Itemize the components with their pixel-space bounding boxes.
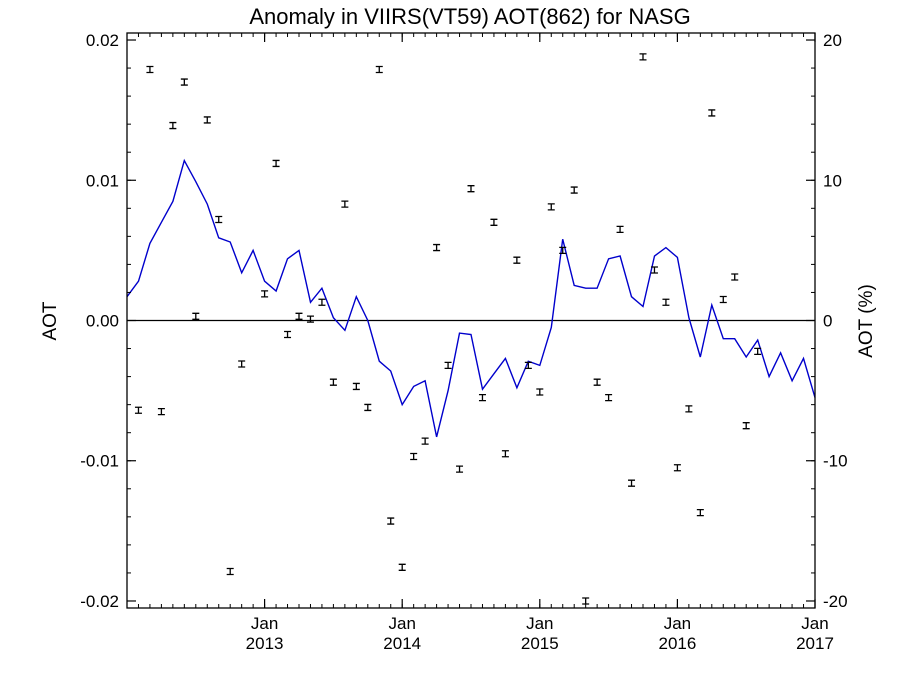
x-tick-label-month: Jan — [251, 614, 278, 633]
data-point — [616, 225, 624, 233]
x-tick-label-month: Jan — [526, 614, 553, 633]
data-point — [467, 185, 475, 193]
y-axis-label: AOT — [40, 301, 61, 340]
data-point — [478, 393, 486, 402]
data-point — [639, 53, 647, 61]
data-point — [524, 361, 532, 370]
plot-area: 0.020.010.00-0.01-0.0220100-10-20Jan2013… — [80, 31, 847, 653]
data-point — [295, 312, 303, 320]
data-point — [731, 273, 739, 281]
series-line — [126, 158, 816, 438]
x-tick-label-month: Jan — [664, 614, 691, 633]
data-point — [215, 215, 223, 224]
y-axis-label-right: AOT (%) — [856, 284, 877, 358]
data-point — [662, 298, 670, 306]
y-tick-label: 0.00 — [86, 312, 119, 331]
data-point — [456, 465, 464, 473]
data-point — [238, 360, 246, 368]
y-right-tick-label: -20 — [823, 592, 848, 611]
y-right-tick-label: 10 — [823, 171, 842, 190]
x-tick-label-year: 2016 — [658, 634, 696, 653]
y-tick-label: 0.01 — [86, 171, 119, 190]
data-point — [192, 312, 200, 320]
data-point — [570, 186, 578, 194]
y-right-tick-label: 20 — [823, 31, 842, 50]
x-tick-label-year: 2013 — [246, 634, 284, 653]
x-tick-label-year: 2015 — [521, 634, 559, 653]
data-point — [513, 256, 521, 264]
data-point — [261, 290, 269, 298]
data-point — [559, 246, 567, 255]
x-tick-label-month: Jan — [388, 614, 415, 633]
data-point — [318, 298, 326, 306]
data-point — [719, 295, 727, 304]
data-point — [226, 567, 234, 576]
data-point — [650, 266, 658, 274]
data-point — [329, 378, 337, 386]
data-point — [444, 361, 452, 370]
y-tick-label: -0.02 — [80, 592, 119, 611]
data-point — [146, 65, 154, 74]
data-point — [375, 65, 383, 74]
x-tick-label-month: Jan — [801, 614, 828, 633]
data-point — [284, 330, 292, 339]
data-point — [341, 200, 349, 208]
data-point — [134, 406, 142, 414]
data-point — [306, 315, 314, 323]
data-point — [387, 517, 395, 525]
data-point — [593, 378, 601, 386]
chart-title: Anomaly in VIIRS(VT59) AOT(862) for NASG — [249, 4, 690, 29]
y-tick-label: -0.01 — [80, 452, 119, 471]
data-point — [708, 109, 716, 117]
data-point — [421, 437, 429, 445]
data-point — [364, 403, 372, 412]
data-point — [410, 452, 418, 461]
data-point — [685, 405, 693, 413]
data-point — [628, 479, 636, 487]
data-point — [398, 563, 406, 571]
data-point — [754, 347, 762, 356]
y-tick-label: 0.02 — [86, 31, 119, 50]
data-point — [673, 464, 681, 472]
data-point — [157, 408, 165, 416]
data-point — [582, 597, 590, 605]
data-point — [536, 388, 544, 396]
x-tick-label-year: 2017 — [796, 634, 834, 653]
data-point — [169, 121, 177, 130]
y-right-tick-label: -10 — [823, 452, 848, 471]
x-tick-label-year: 2014 — [383, 634, 421, 653]
data-point — [352, 382, 360, 391]
data-point — [203, 116, 211, 124]
data-point — [433, 243, 441, 252]
data-point — [272, 159, 280, 168]
data-point — [180, 78, 188, 86]
data-point — [605, 393, 613, 402]
data-point — [501, 450, 509, 458]
data-point — [696, 508, 704, 517]
y-right-tick-label: 0 — [823, 312, 832, 331]
data-point — [490, 218, 498, 226]
data-point — [742, 422, 750, 430]
data-point — [547, 203, 555, 211]
